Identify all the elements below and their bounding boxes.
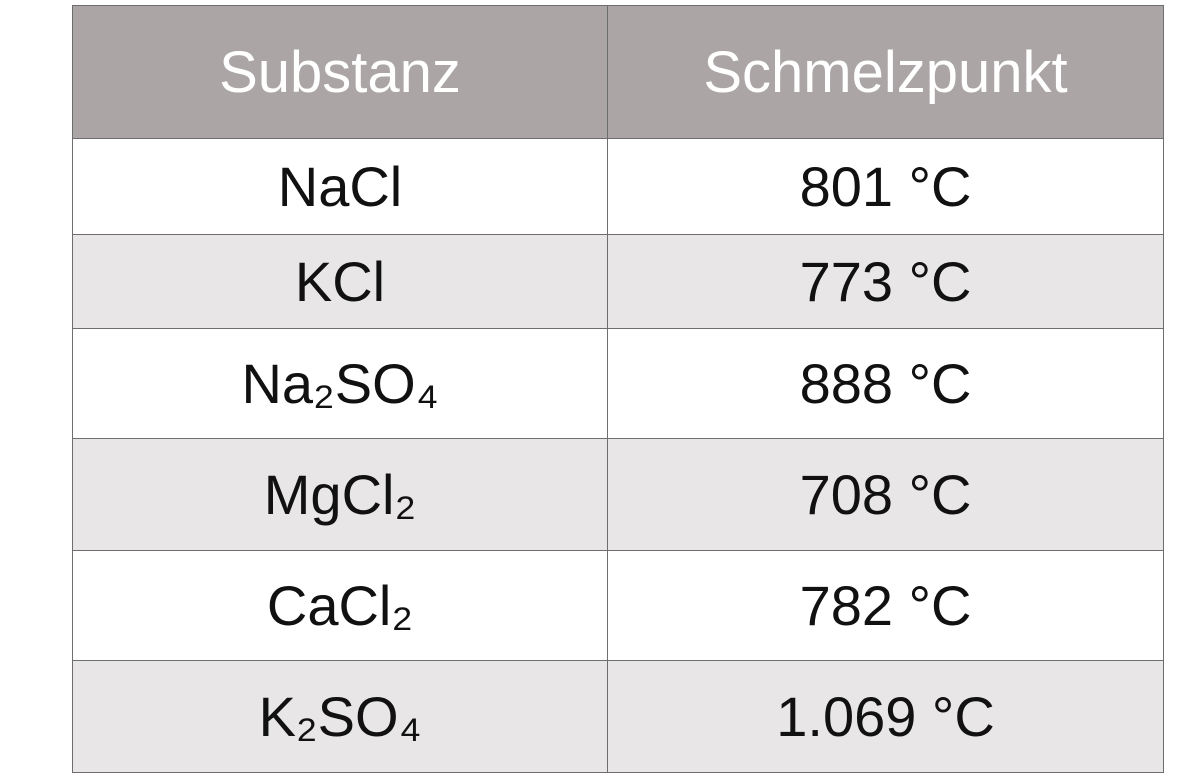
melting-point-table: Substanz Schmelzpunkt NaCl 801 °C KCl 773 °… — [72, 5, 1164, 773]
substance-cell: K₂SO₄ — [72, 660, 608, 773]
table-container: Substanz Schmelzpunkt NaCl 801 °C KCl 773 °… — [72, 5, 1164, 773]
melting-point-cell: 1.069 °C — [607, 660, 1164, 773]
melting-point-cell: 888 °C — [607, 328, 1164, 439]
table-row: CaCl₂ 782 °C — [72, 550, 1164, 661]
melting-point-cell: 801 °C — [607, 138, 1164, 235]
melting-point-cell: 708 °C — [607, 438, 1164, 551]
melting-point-cell: 782 °C — [607, 550, 1164, 661]
substance-cell: Na₂SO₄ — [72, 328, 608, 439]
substance-cell: CaCl₂ — [72, 550, 608, 661]
table-row: KCl 773 °C — [72, 234, 1164, 329]
header-cell: Schmelzpunkt — [607, 5, 1164, 139]
substance-cell: NaCl — [72, 138, 608, 235]
header-row: Substanz Schmelzpunkt — [72, 5, 1164, 139]
header-cell: Substanz — [72, 5, 608, 139]
substance-cell: MgCl₂ — [72, 438, 608, 551]
table-row: Na₂SO₄ 888 °C — [72, 328, 1164, 439]
substance-cell: KCl — [72, 234, 608, 329]
melting-point-cell: 773 °C — [607, 234, 1164, 329]
table-body: NaCl 801 °C KCl 773 °C Na₂SO₄ 888 °C MgCl₂ 708 … — [72, 138, 1164, 773]
table-row: MgCl₂ 708 °C — [72, 438, 1164, 551]
table-row: K₂SO₄ 1.069 °C — [72, 660, 1164, 773]
table-row: NaCl 801 °C — [72, 138, 1164, 235]
